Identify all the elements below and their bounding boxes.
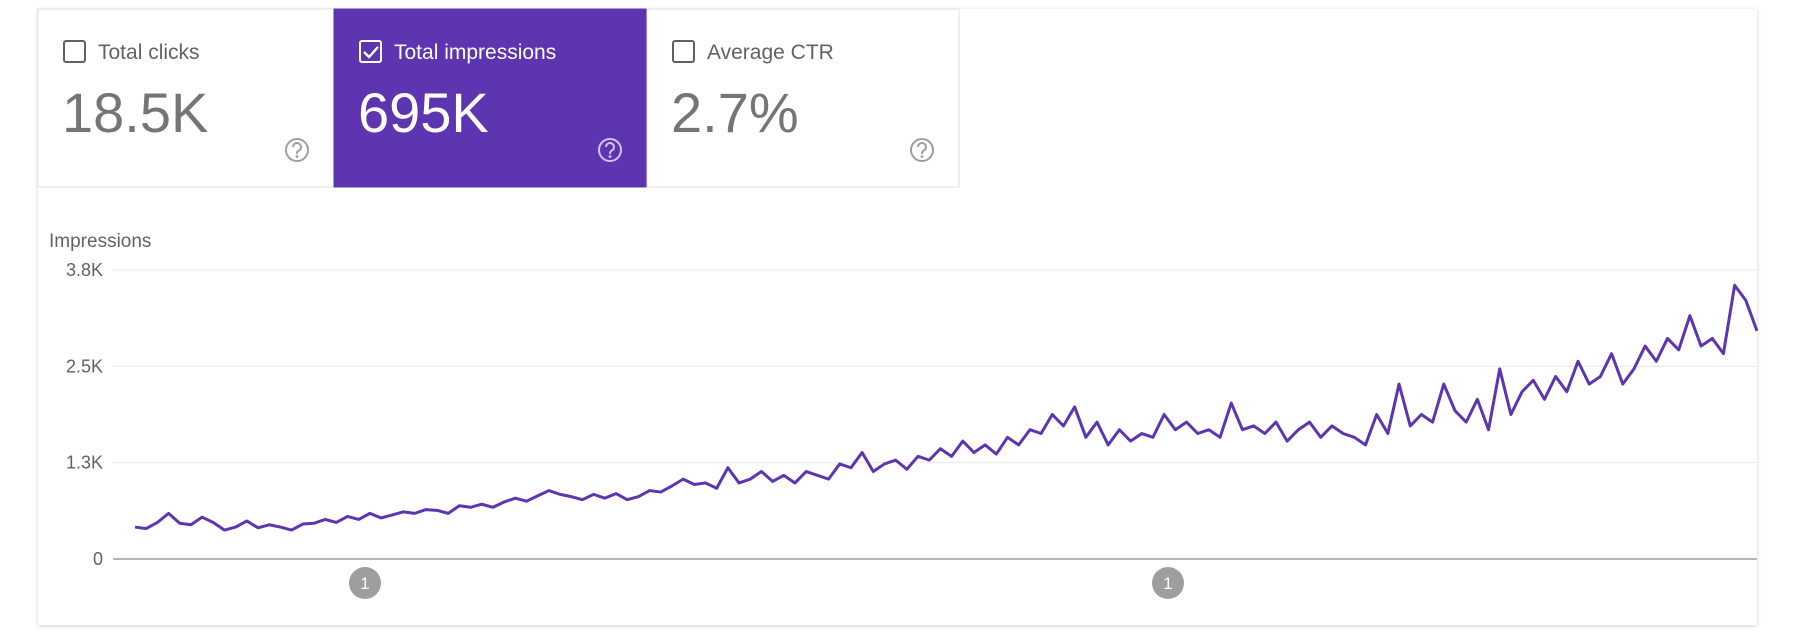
- metric-card[interactable]: Total clicks 18.5K: [37, 8, 335, 188]
- checkbox[interactable]: [359, 40, 382, 63]
- metric-label: Total impressions: [394, 41, 556, 64]
- metric-value: 18.5K: [62, 81, 208, 144]
- metric-value: 2.7%: [671, 81, 799, 144]
- y-axis-title: Impressions: [49, 231, 151, 252]
- help-glyph: [292, 142, 302, 155]
- impressions-line: [134, 283, 1759, 532]
- metric-card[interactable]: Total impressions 695K: [333, 8, 648, 188]
- help-dot: [608, 155, 612, 158]
- card-background: [646, 8, 960, 188]
- annotation-label: 1: [360, 574, 369, 593]
- y-tick-label: 0: [93, 549, 103, 569]
- annotation-badge: [349, 567, 381, 599]
- metric-value: 695K: [358, 81, 489, 144]
- checkbox[interactable]: [672, 40, 695, 63]
- y-tick-label: 2.5K: [66, 356, 103, 376]
- help-glyph: [917, 142, 927, 155]
- metric-label: Average CTR: [707, 41, 834, 64]
- card-background: [333, 8, 648, 188]
- metric-card[interactable]: Average CTR 2.7%: [646, 8, 960, 188]
- help-icon[interactable]: [910, 138, 934, 162]
- annotation-marker[interactable]: 1: [1152, 567, 1184, 599]
- help-icon[interactable]: [285, 138, 309, 162]
- y-tick-label: 1.3K: [66, 453, 103, 473]
- y-tick-label: 3.8K: [66, 260, 103, 280]
- annotation-marker[interactable]: 1: [349, 567, 381, 599]
- annotation-label: 1: [1163, 574, 1172, 593]
- help-dot: [295, 155, 299, 158]
- help-dot: [920, 155, 924, 158]
- checkmark: [363, 46, 379, 59]
- chart: 0 1.3K 2.5K 3.8K 1 1: [66, 260, 1759, 599]
- help-glyph: [605, 142, 615, 155]
- annotation-badge: [1152, 567, 1184, 599]
- card-background: [37, 8, 335, 188]
- checkbox[interactable]: [63, 40, 86, 63]
- help-icon[interactable]: [598, 138, 622, 162]
- metric-cards: Total clicks 18.5K Total impressions 695K Av…: [37, 8, 960, 188]
- metric-label: Total clicks: [98, 41, 200, 64]
